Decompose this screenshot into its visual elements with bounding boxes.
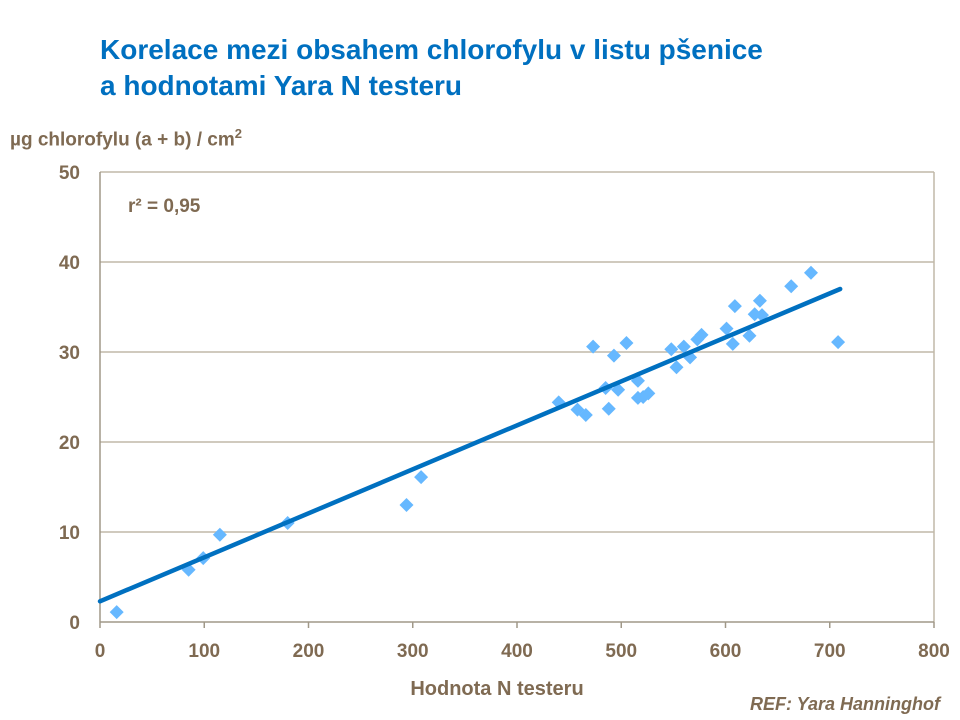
y-tick-label: 0 (69, 613, 80, 634)
data-point (606, 348, 621, 363)
chart-title: Korelace mezi obsahem chlorofylu v listu… (100, 32, 763, 104)
trendline (97, 286, 843, 604)
data-point (676, 339, 691, 354)
x-tick-label: 0 (95, 641, 106, 662)
data-point (742, 328, 757, 343)
x-tick-label: 800 (918, 641, 950, 662)
data-point (725, 336, 740, 351)
x-tick-label: 500 (605, 641, 637, 662)
r-squared-annotation: r² = 0,95 (128, 196, 201, 217)
data-point (784, 279, 799, 294)
data-point (399, 498, 414, 512)
x-tick-label: 400 (501, 641, 533, 662)
data-point (664, 342, 679, 357)
reference-note: REF: Yara Hanninghof (749, 694, 940, 714)
data-point (414, 470, 429, 485)
x-tick-label: 300 (397, 641, 429, 662)
x-tick-label: 200 (293, 641, 325, 662)
data-point (831, 335, 846, 350)
y-axis-label-text: µg chlorofylu (a + b) / cm (10, 129, 235, 151)
data-point (578, 408, 593, 422)
title-line-1: Korelace mezi obsahem chlorofylu v listu… (100, 34, 763, 65)
y-tick-label: 40 (59, 253, 80, 274)
data-point (641, 386, 656, 401)
data-point (586, 339, 601, 354)
data-point (619, 336, 634, 350)
y-axis-label-sup: 2 (234, 126, 242, 141)
data-point (752, 293, 767, 308)
y-tick-label: 10 (59, 523, 80, 544)
x-tick-label: 100 (188, 641, 220, 662)
data-point (601, 401, 616, 416)
data-point (669, 360, 684, 375)
y-axis-label: µg chlorofylu (a + b) / cm2 (10, 126, 242, 151)
data-point (212, 527, 227, 542)
x-tick-label: 600 (710, 641, 742, 662)
y-tick-label: 30 (59, 343, 80, 364)
title-line-2: a hodnotami Yara N testeru (100, 70, 463, 101)
x-tick-label: 700 (814, 641, 846, 662)
data-point (803, 265, 818, 280)
data-point (694, 327, 709, 342)
y-tick-label: 20 (59, 433, 80, 454)
data-point (727, 299, 742, 314)
data-point (109, 605, 124, 620)
x-axis-label: Hodnota N testeru (410, 678, 583, 700)
data-point (719, 321, 734, 336)
y-tick-label: 50 (59, 163, 80, 184)
